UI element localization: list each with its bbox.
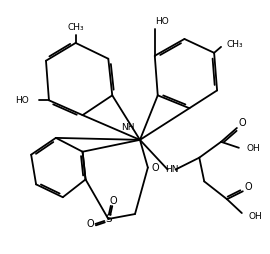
- Text: O: O: [87, 219, 94, 229]
- Text: NH: NH: [121, 123, 135, 133]
- Text: HN: HN: [165, 165, 178, 174]
- Text: O: O: [152, 163, 160, 172]
- Text: O: O: [109, 196, 117, 206]
- Text: S: S: [105, 214, 112, 224]
- Text: CH₃: CH₃: [227, 40, 244, 50]
- Text: CH₃: CH₃: [67, 23, 84, 31]
- Text: HO: HO: [155, 17, 168, 26]
- Text: OH: OH: [249, 212, 262, 220]
- Text: O: O: [239, 118, 247, 128]
- Text: OH: OH: [247, 144, 261, 153]
- Text: O: O: [245, 182, 252, 192]
- Text: HO: HO: [15, 96, 29, 105]
